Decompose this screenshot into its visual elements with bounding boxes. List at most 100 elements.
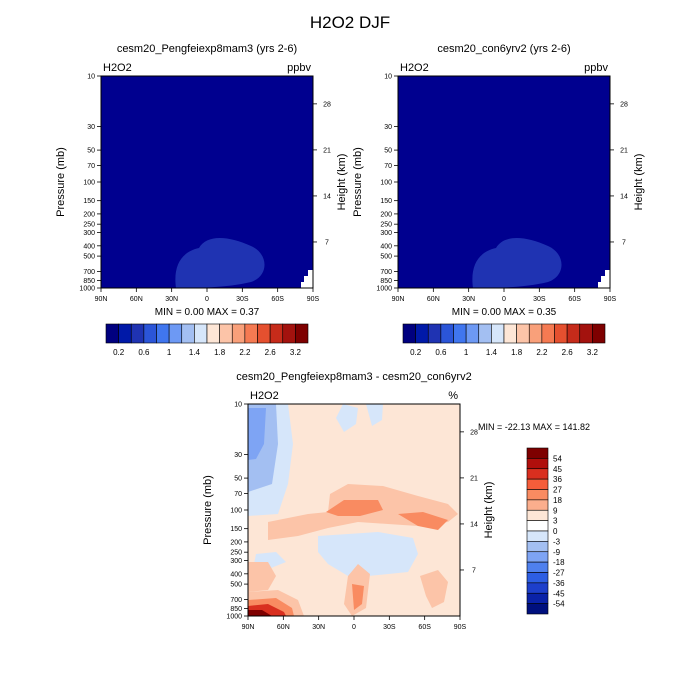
stats-text: MIN = -22.13 MAX = 141.82 — [478, 422, 590, 432]
x-tick-label: 0 — [352, 624, 356, 631]
colorbar-box — [465, 323, 480, 344]
p-tick-label: 70 — [234, 491, 242, 498]
colorbar-box — [194, 323, 208, 344]
panel-3: cesm20_Pengfeiexp8mam3 - cesm20_con6yrv2… — [202, 371, 590, 631]
colorbar-box — [554, 323, 568, 344]
colorbar-box — [206, 323, 220, 344]
z-tick-label: 21 — [323, 147, 331, 154]
diff-field — [248, 404, 460, 616]
colorbar-label: 0.6 — [138, 348, 150, 357]
x-tick-label: 30N — [462, 296, 475, 303]
colorbar-box — [526, 561, 549, 573]
diff-contour — [366, 404, 383, 426]
colorbar-label: 0.2 — [113, 348, 125, 357]
x-tick-label: 60N — [277, 624, 290, 631]
z-tick-label: 14 — [620, 193, 628, 200]
colorbar-label: 18 — [553, 496, 562, 505]
p-tick-label: 700 — [380, 269, 392, 276]
p-tick-label: 400 — [83, 243, 95, 250]
x-tick-label: 60S — [418, 624, 431, 631]
x-tick-label: 60S — [568, 296, 581, 303]
colorbar-box — [440, 323, 454, 344]
colorbar-box — [478, 323, 492, 344]
colorbar-box — [269, 323, 284, 344]
colorbar-box — [528, 323, 543, 344]
colorbar-horizontal: 0.2 0.6 1 1.4 1.8 2.2 2.6 3.2 — [402, 323, 606, 357]
diff-contour — [420, 570, 448, 608]
p-tick-label: 150 — [380, 198, 392, 205]
colorbar-label: -36 — [553, 579, 565, 588]
x-tick-label: 60N — [427, 296, 440, 303]
x-tick-label: 90S — [307, 296, 320, 303]
diff-contour — [248, 610, 272, 616]
diff-contour — [326, 500, 383, 516]
colorbar-box — [181, 323, 195, 344]
colorbar-label: 45 — [553, 465, 562, 474]
colorbar-box — [168, 323, 183, 344]
x-tick-label: 60S — [271, 296, 284, 303]
z-tick-label: 7 — [472, 567, 476, 574]
x-tick-label: 30S — [533, 296, 546, 303]
colorbar-label: 1 — [167, 348, 172, 357]
p-tick-label: 150 — [230, 526, 242, 533]
panel-var-label: H2O2 — [250, 390, 279, 402]
panel-units: ppbv — [584, 62, 608, 74]
colorbar-box — [402, 323, 416, 344]
blob-contour — [472, 238, 562, 288]
colorbar-label: -9 — [553, 548, 561, 557]
colorbar-label: 2.6 — [562, 348, 574, 357]
z-tick-label: 28 — [470, 429, 478, 436]
p-tick-label: 700 — [230, 597, 242, 604]
p-tick-label: 850 — [380, 278, 392, 285]
p-tick-label: 10 — [234, 402, 242, 409]
p-tick-label: 250 — [83, 222, 95, 229]
colorbar-box — [579, 323, 593, 344]
colorbar-label: 1.8 — [214, 348, 226, 357]
p-tick-label: 100 — [83, 180, 95, 187]
colorbar-box — [491, 323, 505, 344]
colorbar-box — [526, 468, 549, 480]
stats-text: MIN = 0.00 MAX = 0.35 — [452, 307, 557, 318]
colorbar-box — [257, 323, 271, 344]
colorbar-box — [526, 592, 549, 604]
colorbar-label: 2.6 — [265, 348, 277, 357]
p-tick-label: 50 — [384, 148, 392, 155]
page-title: H2O2 DJF — [310, 13, 390, 32]
colorbar-box — [453, 323, 467, 344]
panel-var-label: H2O2 — [400, 62, 429, 74]
p-tick-label: 10 — [384, 74, 392, 81]
p-tick-label: 200 — [83, 211, 95, 218]
colorbar-label: -18 — [553, 558, 565, 567]
p-tick-label: 300 — [380, 230, 392, 237]
diff-contour — [248, 408, 266, 460]
colorbar-box — [415, 323, 429, 344]
panel-title: cesm20_con6yrv2 (yrs 2-6) — [437, 43, 570, 55]
colorbar-label: 0.2 — [410, 348, 422, 357]
p-tick-label: 300 — [83, 230, 95, 237]
colorbar-box — [526, 582, 549, 594]
z-tick-label: 28 — [620, 101, 628, 108]
colorbar-box — [526, 541, 549, 553]
colorbar-box — [156, 323, 170, 344]
p-tick-label: 70 — [384, 163, 392, 170]
z-tick-label: 14 — [470, 521, 478, 528]
z-tick-label: 14 — [323, 193, 331, 200]
colorbar-box — [526, 478, 549, 490]
colorbar-label: 1.8 — [511, 348, 523, 357]
diff-contour — [318, 532, 418, 576]
panel-2: cesm20_con6yrv2 (yrs 2-6) H2O2 ppbv Pressur… — [352, 43, 645, 357]
panel-units: % — [448, 390, 458, 402]
p-tick-label: 150 — [83, 198, 95, 205]
colorbar-box — [526, 603, 549, 615]
p-tick-label: 100 — [230, 508, 242, 515]
plot-frame — [100, 75, 314, 289]
x-tick-label: 0 — [205, 296, 209, 303]
colorbar-box — [526, 489, 549, 501]
p-tick-label: 100 — [380, 180, 392, 187]
x-tick-label: 30N — [165, 296, 178, 303]
panels-layer: cesm20_Pengfeiexp8mam3 (yrs 2-6) H2O2 ppbv… — [55, 43, 645, 631]
x-tick-label: 30S — [383, 624, 396, 631]
colorbar-box — [526, 520, 549, 532]
